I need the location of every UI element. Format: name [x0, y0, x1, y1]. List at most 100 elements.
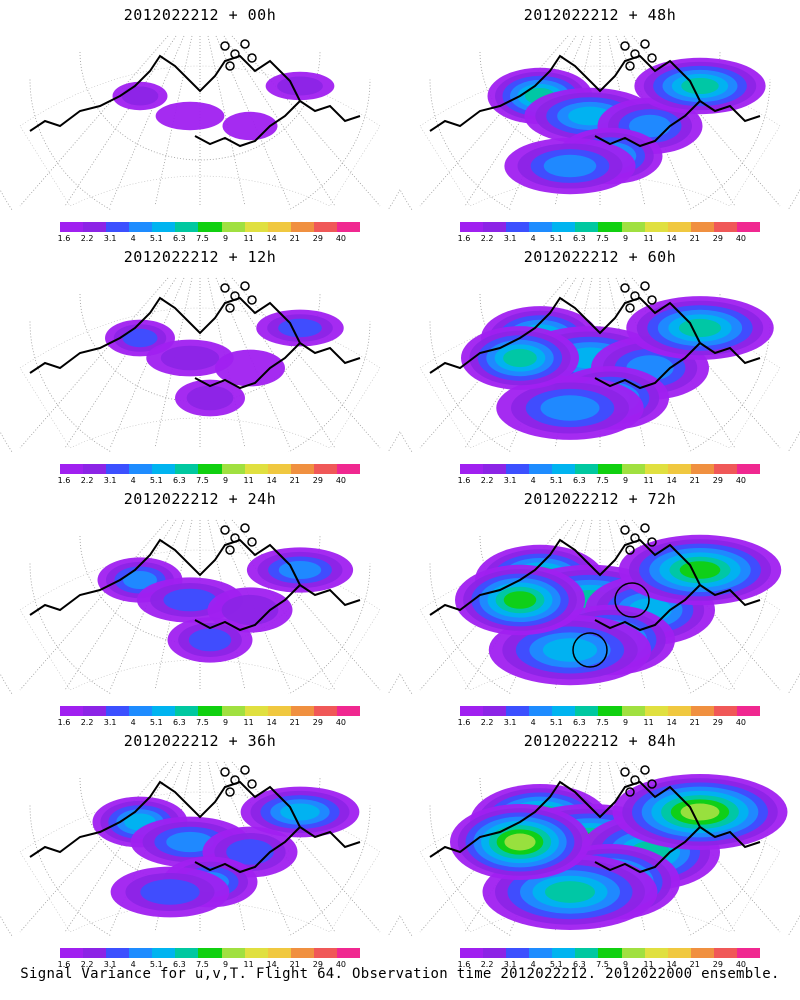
colorbar-tick-label: 9 [222, 960, 229, 969]
colorbar-swatch [621, 706, 645, 716]
colorbar-tick-label: 40 [735, 476, 747, 485]
contour-fill [504, 833, 536, 851]
panel-title: 2012022212 + 72h [523, 490, 677, 508]
colorbar [60, 222, 361, 232]
colorbar-swatch [60, 222, 84, 232]
colorbar-swatch [106, 706, 130, 716]
colorbar-tick-label: 14 [266, 718, 277, 727]
contour-fill [121, 86, 159, 106]
colorbar-tick-label: 21 [289, 718, 300, 727]
colorbar-swatch [244, 948, 268, 958]
colorbar-tick-label: 1.6 [457, 476, 471, 485]
colorbar-tick-label: 9 [622, 960, 629, 969]
colorbar-swatch [575, 222, 599, 232]
colorbar-swatch [644, 222, 668, 232]
variance-contours [92, 786, 360, 918]
colorbar-swatch [575, 464, 599, 474]
colorbar-tick-label: 2.2 [480, 960, 494, 969]
colorbar-tick-label: 2.2 [480, 718, 494, 727]
colorbar-swatch [106, 464, 130, 474]
colorbar-tick-label: 11 [243, 960, 254, 969]
colorbar-tick-label: 7.5 [596, 960, 609, 969]
colorbar-swatch [221, 464, 245, 474]
colorbar-swatch [736, 464, 761, 474]
colorbar-tick-label: 2.2 [480, 234, 494, 243]
colorbar-tick-label: 3.1 [103, 476, 117, 485]
colorbar-tick-label: 11 [643, 718, 654, 727]
colorbar-swatch [152, 464, 176, 474]
colorbar-tick-label: 3.1 [103, 960, 117, 969]
colorbar-tick-label: 29 [712, 476, 723, 485]
arctic-islands [620, 765, 657, 797]
colorbar-tick-label: 21 [689, 234, 700, 243]
colorbar-tick-label: 6.3 [573, 960, 586, 969]
colorbar-swatch [106, 222, 130, 232]
colorbar-tick-label: 5.1 [149, 234, 163, 243]
colorbar-tick-label: 6.3 [573, 234, 586, 243]
colorbar-swatch [83, 706, 107, 716]
colorbar-swatch [598, 222, 622, 232]
colorbar-tick-label: 40 [335, 718, 347, 727]
map-panel: 2012022212 + 84h 1.6 2.2 3.1 4 5.1 6.3 7.5 9 11 14… [400, 726, 800, 969]
map-panel: 2012022212 + 36h 1.6 2.2 3.1 4 5.1 6.3 7.5 9 11 14… [0, 726, 400, 969]
colorbar-swatch [129, 222, 153, 232]
colorbar-swatch [713, 706, 737, 716]
colorbar-tick-label: 29 [312, 476, 323, 485]
colorbar-swatch [598, 948, 622, 958]
polar-projection-map [400, 277, 800, 452]
colorbar-swatch [221, 948, 245, 958]
colorbar-swatch [529, 464, 553, 474]
colorbar-tick-label: 2.2 [80, 234, 94, 243]
colorbar-swatch [221, 222, 245, 232]
variance-contours [97, 547, 354, 663]
colorbar-tick-label: 7.5 [596, 476, 609, 485]
colorbar-tick-label: 5.1 [549, 718, 563, 727]
map-panel: 2012022212 + 24h 1.6 2.2 3.1 4 5.1 6.3 7.5 9 11 14… [0, 484, 400, 727]
panel-title: 2012022212 + 24h [123, 490, 277, 508]
colorbar-ticks: 1.6 2.2 3.1 4 5.1 6.3 7.5 9 11 14 21 29 40 [458, 960, 760, 970]
colorbar-tick-label: 40 [335, 476, 347, 485]
colorbar-swatch [290, 222, 314, 232]
colorbar-swatch [336, 706, 361, 716]
colorbar-tick-label: 5.1 [549, 960, 563, 969]
colorbar [60, 948, 361, 958]
arctic-islands [220, 765, 257, 797]
colorbar-tick-label: 9 [622, 234, 629, 243]
colorbar-tick-label: 6.3 [573, 476, 586, 485]
colorbar-swatch [267, 706, 291, 716]
colorbar-tick-label: 11 [243, 476, 254, 485]
colorbar-tick-label: 7.5 [196, 234, 209, 243]
colorbar [60, 706, 361, 716]
colorbar-tick-label: 40 [735, 234, 747, 243]
colorbar-swatch [506, 706, 530, 716]
arctic-islands [220, 523, 257, 555]
colorbar-swatch [483, 464, 507, 474]
colorbar-swatch [552, 464, 576, 474]
panel-title: 2012022212 + 48h [523, 6, 677, 24]
colorbar-tick-label: 9 [622, 718, 629, 727]
colorbar-swatch [198, 948, 222, 958]
coastline [29, 780, 361, 874]
colorbar-tick-label: 4 [530, 234, 536, 243]
colorbar-swatch [313, 706, 337, 716]
colorbar-swatch [290, 948, 314, 958]
colorbar-swatch [175, 706, 199, 716]
colorbar-swatch [529, 948, 553, 958]
contour-fill [160, 345, 220, 371]
colorbar-ticks: 1.6 2.2 3.1 4 5.1 6.3 7.5 9 11 14 21 29 40 [58, 960, 360, 970]
map-boundary [19, 65, 381, 207]
colorbar-tick-label: 2.2 [480, 476, 494, 485]
colorbar-tick-label: 40 [335, 960, 347, 969]
colorbar-tick-label: 21 [289, 960, 300, 969]
colorbar-tick-label: 21 [289, 234, 300, 243]
map-panel: 2012022212 + 00h 1.6 2.2 3.1 4 5.1 6.3 7.5 9 11 14… [0, 0, 400, 243]
colorbar-tick-label: 21 [689, 960, 700, 969]
colorbar-tick-label: 3.1 [103, 234, 117, 243]
colorbar-swatch [313, 464, 337, 474]
colorbar-swatch [267, 948, 291, 958]
colorbar-swatch [267, 222, 291, 232]
panel-title: 2012022212 + 84h [523, 732, 677, 750]
colorbar-tick-label: 6.3 [173, 718, 186, 727]
colorbar-tick-label: 7.5 [596, 718, 609, 727]
colorbar-tick-label: 29 [712, 234, 723, 243]
